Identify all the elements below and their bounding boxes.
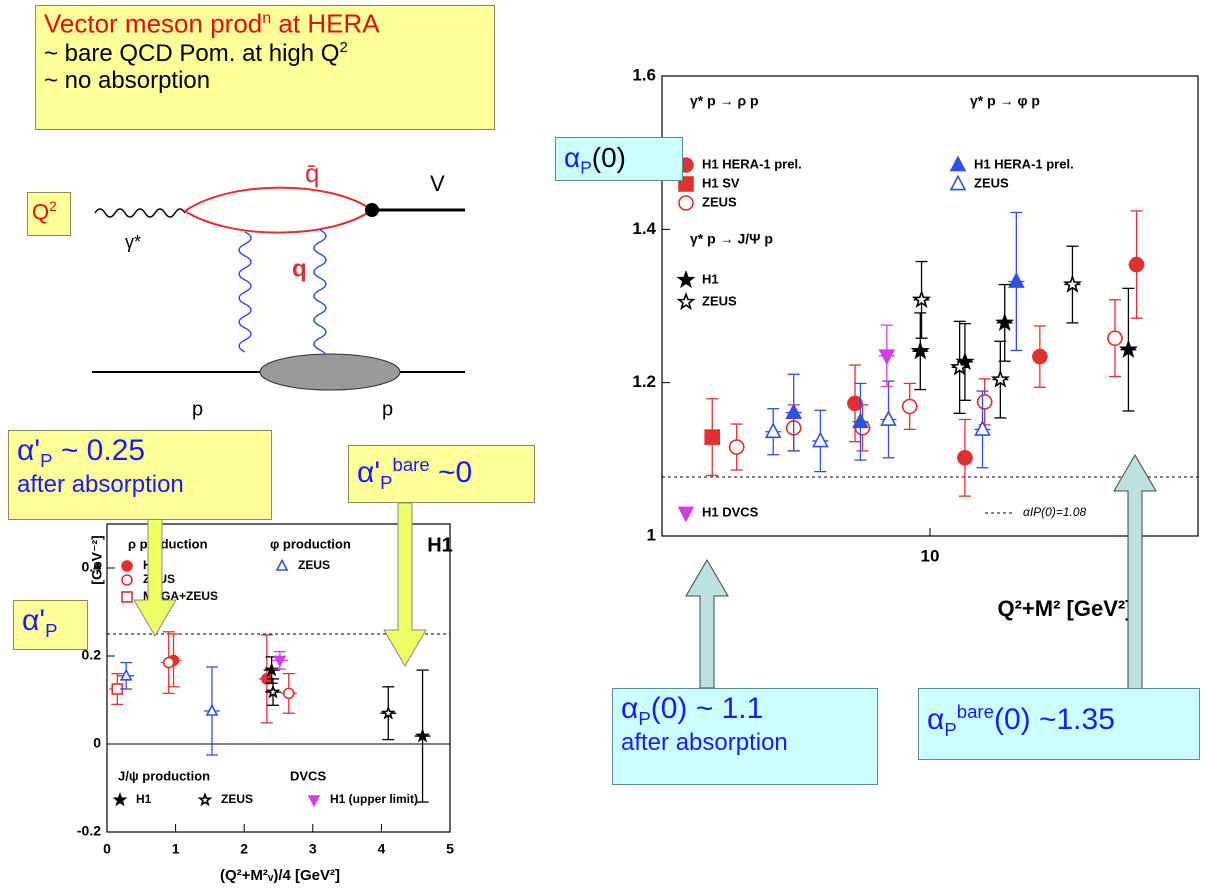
note-text: P (40, 450, 52, 471)
note-text: at HERA (271, 9, 379, 39)
note-text: ~ 0.25 (52, 434, 145, 467)
axis-box: αP(0) (555, 137, 683, 181)
label: α' (22, 604, 45, 637)
label: (0) (592, 142, 626, 173)
note-text: n (262, 9, 271, 27)
label: P (45, 620, 57, 641)
note-text: after absorption (17, 471, 263, 499)
note-text: after absorption (621, 729, 869, 757)
note-text: P (380, 472, 392, 493)
note-box: α'P ~ 0.25 after absorption (8, 430, 272, 520)
note-text: α' (357, 456, 380, 489)
label: Q (32, 199, 49, 224)
arrow (134, 518, 176, 636)
note-text: ~0 (430, 456, 473, 489)
note-box: α'Pbare ~0 (348, 445, 535, 503)
note-text: ~ no absorption (44, 67, 486, 95)
note-box: αP(0) ~ 1.1 after absorption (612, 688, 878, 785)
note-text: 2 (339, 40, 347, 56)
label: α (564, 142, 580, 173)
note-box: Vector meson prodn at HERA ~ bare QCD Po… (35, 5, 495, 130)
note-text: bare (392, 454, 429, 475)
note-box: αPbare(0) ~1.35 (918, 688, 1200, 760)
label: 2 (49, 199, 57, 214)
note-text: P (638, 708, 650, 729)
arrow (1114, 455, 1156, 690)
q2-box: Q2 (27, 192, 71, 236)
slide: q̄ V γ* q p p -0.200.20.4012345(Q²+M²ᵥ)/… (0, 0, 1205, 894)
note-text: α' (17, 434, 40, 467)
label: P (580, 158, 592, 178)
note-text: (0) ~ 1.1 (651, 692, 764, 725)
note-text: ~ bare QCD Pom. at high Q (44, 40, 339, 67)
note-text: bare (957, 701, 994, 722)
note-text: α (927, 703, 944, 736)
note-text: Vector meson prod (44, 9, 262, 39)
note-text: α (621, 692, 638, 725)
note-text: (0) ~1.35 (994, 703, 1115, 736)
note-text: P (944, 719, 956, 740)
arrow (686, 560, 728, 688)
arrow (384, 503, 426, 666)
axis-box: α'P (13, 600, 88, 650)
